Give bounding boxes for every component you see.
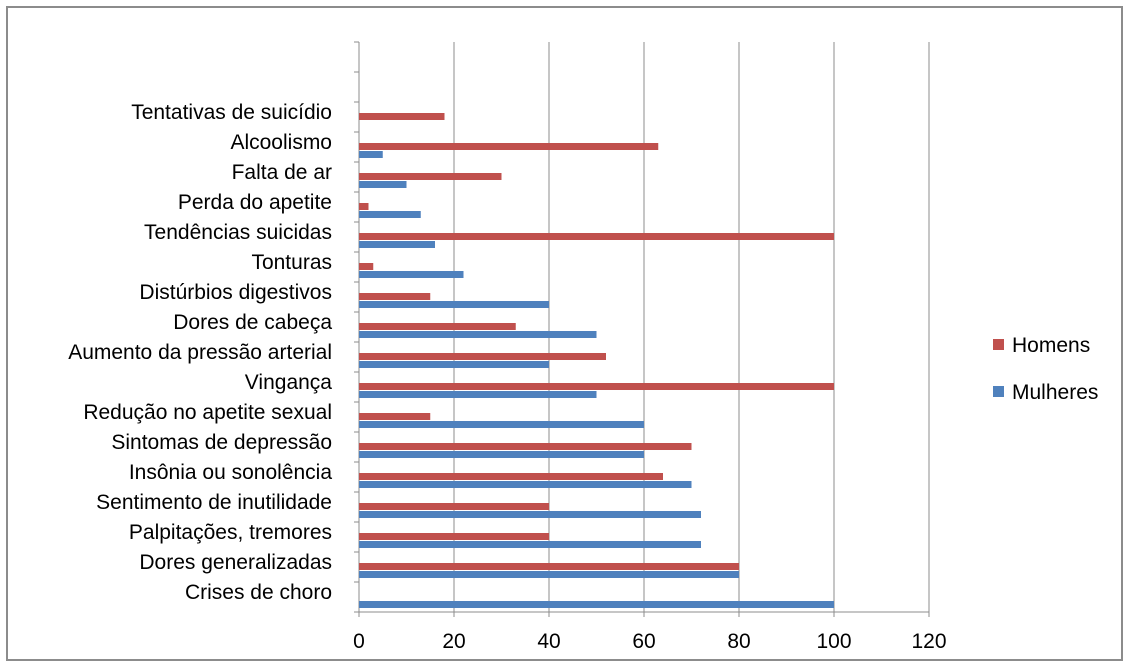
bar-homens xyxy=(359,383,834,390)
bar-homens xyxy=(359,473,663,480)
bar-homens xyxy=(359,323,516,330)
bar-homens xyxy=(359,113,445,120)
category-label: Crises de choro xyxy=(185,581,332,604)
category-label: Tonturas xyxy=(251,251,332,274)
bar-homens xyxy=(359,293,431,300)
bar-mulheres xyxy=(359,271,464,278)
x-tick-label: 40 xyxy=(537,630,560,653)
category-label: Tendências suicidas xyxy=(144,221,332,244)
legend-swatch xyxy=(993,386,1004,397)
category-label: Vingança xyxy=(245,371,333,394)
bar-mulheres xyxy=(359,541,701,548)
category-label: Perda do apetite xyxy=(178,191,332,214)
x-tick-label: 100 xyxy=(816,630,851,653)
x-tick-label: 0 xyxy=(353,630,365,653)
bar-mulheres xyxy=(359,421,644,428)
bar-homens xyxy=(359,443,692,450)
bar-mulheres xyxy=(359,361,549,368)
category-label: Falta de ar xyxy=(232,161,332,184)
x-tick-label: 120 xyxy=(911,630,946,653)
bar-homens xyxy=(359,503,549,510)
bar-homens xyxy=(359,563,739,570)
bar-mulheres xyxy=(359,241,435,248)
bar-homens xyxy=(359,173,502,180)
bar-mulheres xyxy=(359,301,549,308)
category-label: Insônia ou sonolência xyxy=(129,461,332,484)
bar-homens xyxy=(359,263,374,270)
bar-homens xyxy=(359,413,431,420)
bar-homens xyxy=(359,533,549,540)
category-label: Sentimento de inutilidade xyxy=(96,491,332,514)
bar-mulheres xyxy=(359,571,739,578)
bar-mulheres xyxy=(359,181,407,188)
bar-mulheres xyxy=(359,211,421,218)
category-label: Aumento da pressão arterial xyxy=(68,341,332,364)
category-label: Sintomas de depressão xyxy=(111,431,332,454)
x-tick-label: 80 xyxy=(727,630,750,653)
bar-mulheres xyxy=(359,601,834,608)
bar-mulheres xyxy=(359,481,692,488)
category-label: Alcoolismo xyxy=(230,131,332,154)
bar-homens xyxy=(359,143,659,150)
bar-mulheres xyxy=(359,391,597,398)
category-label: Dores de cabeça xyxy=(173,311,332,334)
x-tick-label: 20 xyxy=(442,630,465,653)
bar-mulheres xyxy=(359,151,383,158)
bar-mulheres xyxy=(359,451,644,458)
legend-label: Homens xyxy=(1012,334,1090,357)
category-label: Tentativas de suicídio xyxy=(131,101,332,124)
bar-homens xyxy=(359,203,369,210)
bar-mulheres xyxy=(359,511,701,518)
category-label: Dores generalizadas xyxy=(139,551,332,574)
legend-label: Mulheres xyxy=(1012,381,1098,404)
bar-homens xyxy=(359,233,834,240)
category-label: Redução no apetite sexual xyxy=(83,401,332,424)
legend-swatch xyxy=(993,339,1004,350)
bar-mulheres xyxy=(359,331,597,338)
category-label: Distúrbios digestivos xyxy=(139,281,332,304)
bar-homens xyxy=(359,353,606,360)
x-tick-label: 60 xyxy=(632,630,655,653)
category-label: Palpitações, tremores xyxy=(129,521,332,544)
